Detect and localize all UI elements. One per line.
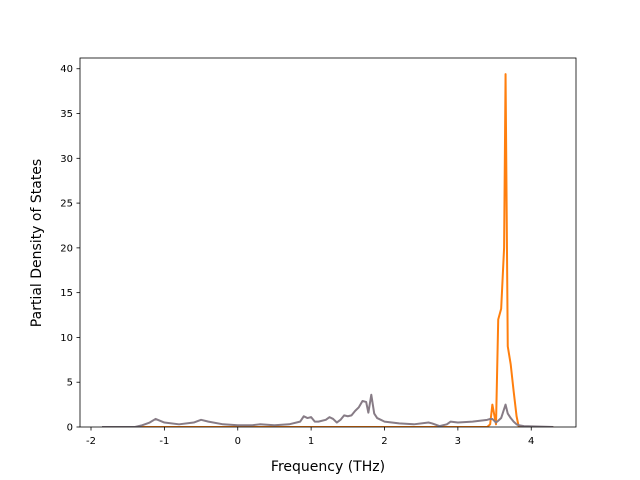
y-tick-label: 40 <box>60 64 73 75</box>
series-line <box>102 73 554 427</box>
y-tick-label: 20 <box>60 243 73 254</box>
series-line <box>102 393 554 427</box>
x-tick-label: 0 <box>235 436 241 447</box>
plot-frame <box>79 57 577 428</box>
y-tick-label: 25 <box>60 199 73 210</box>
y-tick-label: 30 <box>60 154 73 165</box>
y-tick-label: 35 <box>60 109 73 120</box>
y-tick-label: 5 <box>67 378 73 389</box>
x-axis-label: Frequency (THz) <box>271 459 385 475</box>
y-axis-label: Partial Density of States <box>29 159 45 327</box>
y-tick-label: 15 <box>60 288 73 299</box>
y-tick-label: 0 <box>67 423 73 434</box>
y-tick-label: 10 <box>60 333 73 344</box>
x-tick-label: -2 <box>86 436 96 447</box>
x-tick-label: 4 <box>528 436 534 447</box>
x-tick-label: -1 <box>159 436 169 447</box>
x-tick-label: 2 <box>381 436 387 447</box>
x-tick-label: 1 <box>308 436 314 447</box>
x-tick-label: 3 <box>455 436 461 447</box>
